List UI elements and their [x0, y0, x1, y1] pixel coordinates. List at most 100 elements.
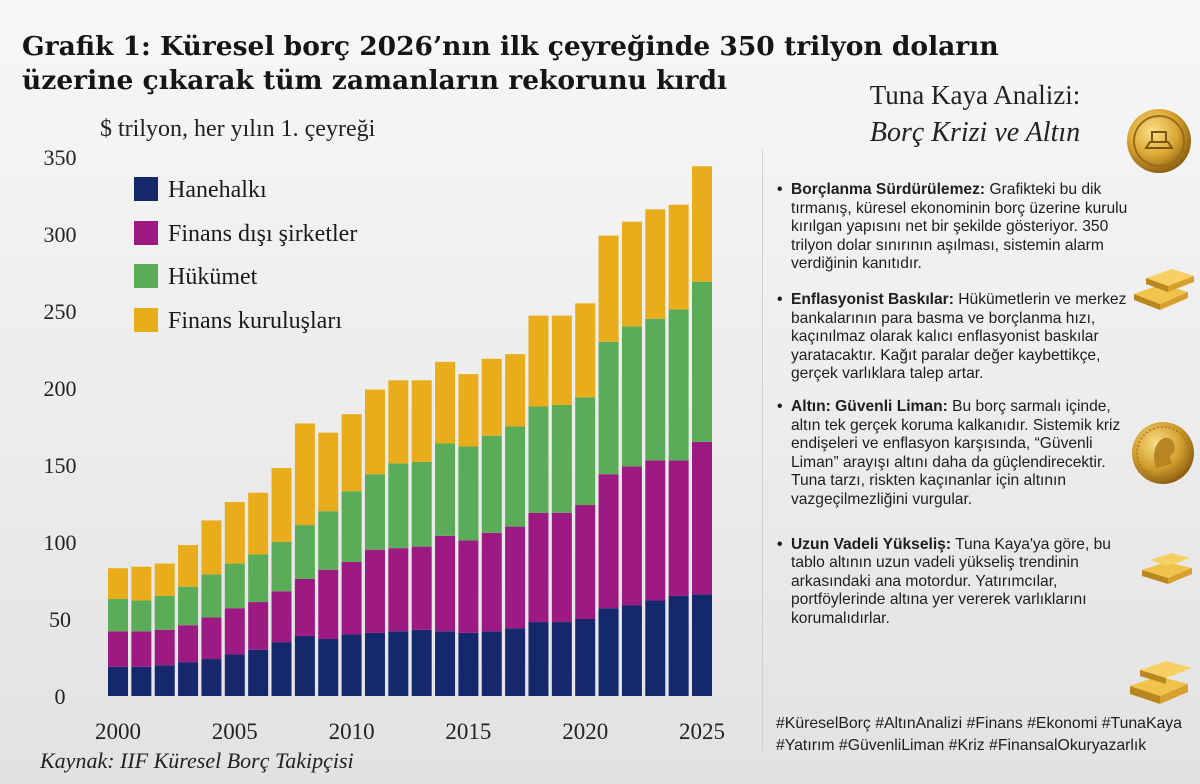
- x-tick-label: 2010: [329, 719, 375, 744]
- bar-segment: [388, 380, 409, 464]
- bar-segment: [108, 666, 128, 696]
- unit-label: $ trilyon, her yılın 1. çeyreği: [100, 116, 376, 142]
- bar-segment: [341, 634, 362, 696]
- bar-segment: [364, 549, 385, 633]
- bar-segment: [668, 204, 689, 310]
- gold-coin-portrait-icon: [1132, 422, 1194, 484]
- bar-segment: [178, 625, 199, 663]
- side-subheading: Borç Krizi ve Altın: [869, 117, 1081, 148]
- bar-segment: [178, 586, 199, 626]
- bar-segment: [598, 235, 619, 342]
- legend-label: Hükümet: [168, 264, 258, 290]
- x-tick-label: 2000: [95, 719, 141, 744]
- bar-segment: [294, 423, 315, 526]
- legend-label: Hanehalkı: [168, 177, 267, 203]
- bar-segment: [528, 512, 549, 623]
- bar-segment: [271, 642, 292, 696]
- bar-segment: [411, 380, 432, 462]
- y-tick-label: 350: [44, 145, 77, 170]
- bar-segment: [224, 608, 245, 655]
- bar-segment: [645, 209, 666, 319]
- legend-swatch: [134, 177, 158, 201]
- y-tick-label: 150: [44, 453, 77, 478]
- bar-segment: [364, 474, 385, 550]
- bar-segment: [318, 639, 339, 696]
- gold-bars-icon: [1142, 553, 1192, 584]
- bar-segment: [505, 526, 526, 629]
- bar-segment: [551, 315, 572, 405]
- bullet-label: Borçlanma Sürdürülemez:: [791, 181, 986, 198]
- bar-segment: [621, 221, 642, 327]
- legend-swatch: [134, 264, 158, 288]
- bar-segment: [481, 532, 502, 632]
- bar-segment: [528, 406, 549, 513]
- bar-segment: [645, 460, 666, 601]
- bar-segment: [201, 520, 222, 575]
- bar-segment: [131, 631, 152, 667]
- bar-segment: [621, 605, 642, 696]
- y-tick-label: 300: [44, 222, 77, 247]
- bar-segment: [131, 566, 152, 601]
- bullet-item: Altın: Güvenli Liman: Bu borç sarmalı iç…: [775, 398, 1141, 510]
- bar-segment: [458, 540, 479, 633]
- x-tick-label: 2005: [212, 719, 258, 744]
- bar-segment: [224, 563, 245, 609]
- x-tick-label: 2020: [562, 719, 608, 744]
- bullet-label: Altın: Güvenli Liman:: [791, 397, 948, 415]
- analysis-list: Borçlanma Sürdürülemez: Grafikteki bu di…: [775, 181, 1141, 628]
- bar-segment: [435, 361, 456, 444]
- bar-segment: [154, 665, 175, 696]
- bar-segment: [598, 341, 619, 475]
- bar-segment: [224, 654, 245, 696]
- bar-segment: [248, 492, 269, 555]
- bar-segment: [481, 631, 502, 696]
- bar-segment: [481, 435, 502, 533]
- gold-coin-icon: [1127, 109, 1191, 173]
- hashtags: #KüreselBorç #AltınAnalizi #Finans #Ekon…: [776, 715, 1182, 754]
- bar-segment: [271, 468, 292, 542]
- bar-segment: [481, 358, 502, 436]
- legend-swatch: [134, 308, 158, 332]
- bar-segment: [575, 505, 596, 619]
- bullet-item: Enflasyonist Baskılar: Hükümetlerin ve m…: [775, 291, 1141, 384]
- bar-segment: [201, 659, 222, 696]
- bar-segment: [668, 595, 689, 696]
- y-tick-label: 50: [49, 607, 71, 632]
- bar-segment: [435, 535, 456, 632]
- bar-segment: [621, 326, 642, 467]
- bar-segment: [528, 622, 549, 696]
- bar-segment: [551, 512, 572, 623]
- bar-segment: [575, 397, 596, 506]
- bullet-label: Enflasyonist Baskılar:: [791, 290, 954, 308]
- x-tick-label: 2015: [445, 719, 491, 744]
- bar-segment: [341, 491, 362, 563]
- bar-segment: [598, 608, 619, 696]
- gold-bars-icon: [1134, 269, 1194, 310]
- legend-label: Finans kuruluşları: [168, 308, 342, 334]
- chart-title: Grafik 1: Küresel borç 2026’nın ilk çeyr…: [22, 31, 999, 96]
- side-heading: Tuna Kaya Analizi:: [869, 80, 1081, 110]
- bar-segment: [178, 545, 199, 587]
- bar-segment: [364, 632, 385, 696]
- bar-segment: [294, 525, 315, 579]
- bar-segment: [318, 432, 339, 512]
- bar-segment: [364, 389, 385, 475]
- bar-segment: [294, 635, 315, 696]
- bullet-item: Borçlanma Sürdürülemez: Grafikteki bu di…: [775, 181, 1141, 274]
- bar-segment: [154, 563, 175, 596]
- bar-segment: [201, 617, 222, 660]
- bar-segment: [645, 600, 666, 696]
- bullet-text: Hükümetlerin ve merkez bankalarının para…: [791, 290, 1127, 383]
- bar-segment: [108, 598, 128, 632]
- legend-swatch: [134, 221, 158, 245]
- bar-segment: [692, 441, 712, 595]
- bar-segment: [458, 632, 479, 696]
- bar-segment: [341, 414, 362, 492]
- bullet-text: Tuna Kaya'ya göre, bu tablo altının uzun…: [791, 535, 1111, 627]
- bar-segment: [551, 404, 572, 513]
- bar-segment: [598, 474, 619, 609]
- bar-segment: [575, 303, 596, 398]
- bar-segment: [411, 629, 432, 696]
- bar-segment: [528, 315, 549, 407]
- bar-segment: [388, 548, 409, 632]
